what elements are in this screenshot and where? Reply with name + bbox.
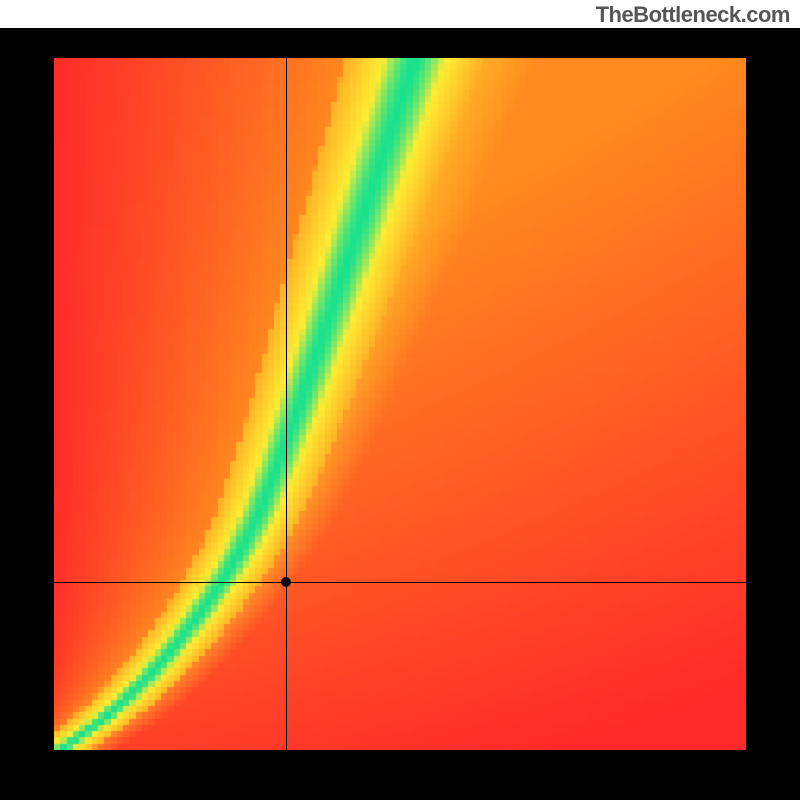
watermark-text: TheBottleneck.com bbox=[596, 2, 790, 28]
heatmap-plot-area bbox=[54, 58, 746, 750]
root-container: TheBottleneck.com bbox=[0, 0, 800, 800]
chart-outer-frame bbox=[0, 28, 800, 800]
heatmap-canvas bbox=[54, 58, 746, 750]
crosshair-vertical bbox=[286, 58, 287, 750]
crosshair-horizontal bbox=[54, 582, 746, 583]
crosshair-marker-dot bbox=[281, 577, 291, 587]
